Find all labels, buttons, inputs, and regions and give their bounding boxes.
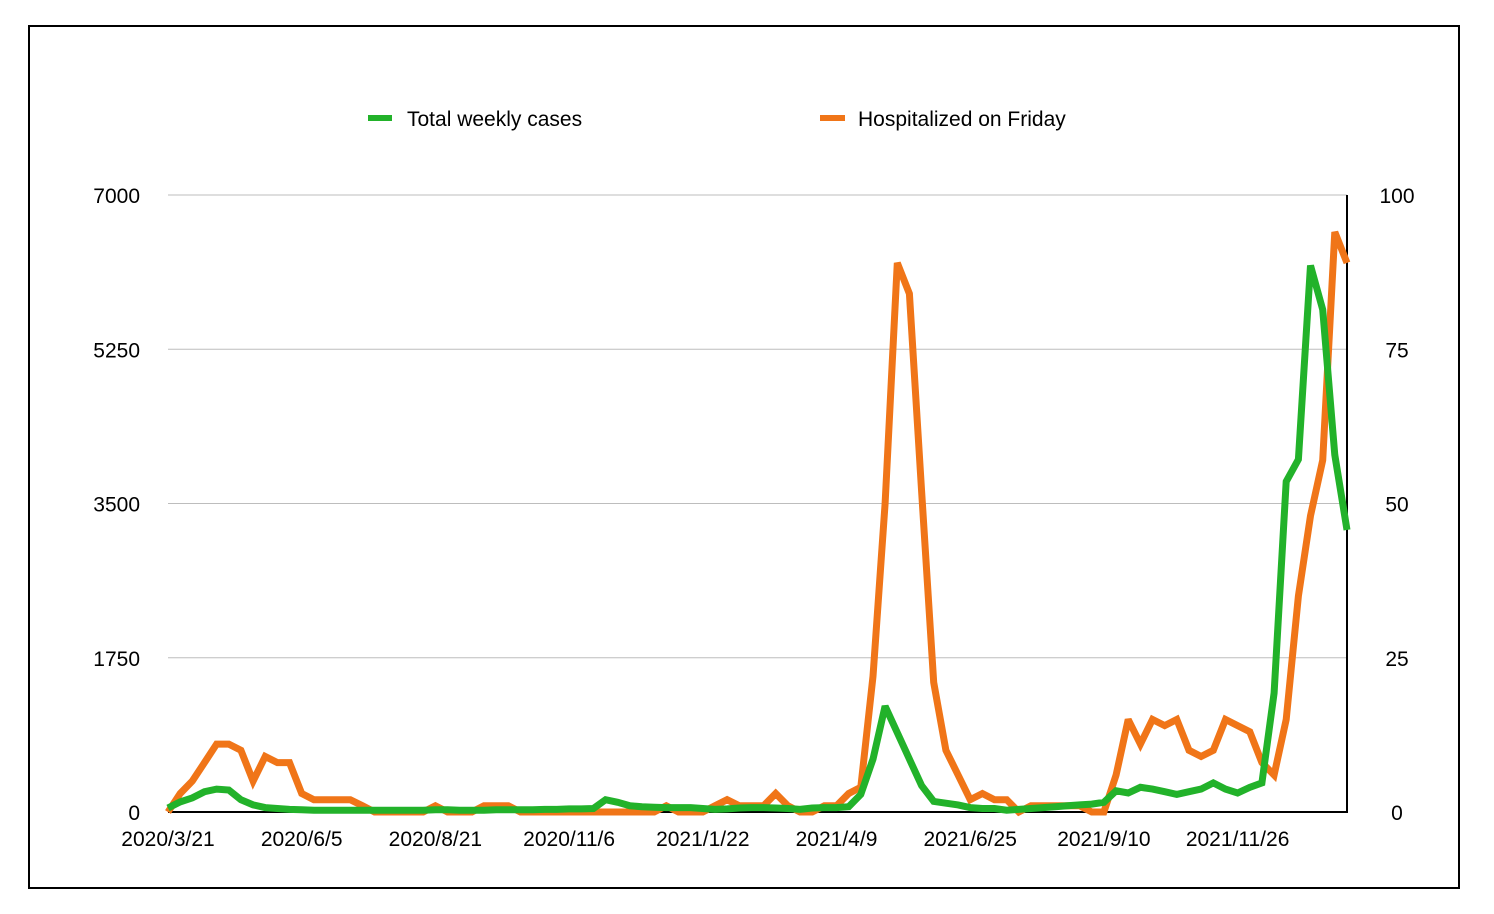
right-y-tick-label: 25 xyxy=(1385,648,1408,671)
x-tick-label: 2020/6/5 xyxy=(261,828,343,851)
gridlines xyxy=(168,194,1347,659)
x-tick-label: 2021/4/9 xyxy=(796,828,878,851)
legend-label-total-weekly-cases: Total weekly cases xyxy=(407,108,582,131)
legend: Total weekly cases Hospitalized on Frida… xyxy=(368,108,1066,131)
right-y-axis-ticks: 0 25 50 75 100 xyxy=(1379,185,1414,825)
left-y-tick-label: 7000 xyxy=(93,185,140,208)
x-tick-label: 2021/1/22 xyxy=(656,828,749,851)
series-line-total-weekly-cases xyxy=(166,264,1351,814)
x-tick-label: 2020/3/21 xyxy=(121,828,214,851)
x-tick-label: 2020/8/21 xyxy=(389,828,482,851)
left-y-axis-ticks: 0 1750 3500 5250 7000 xyxy=(93,185,140,825)
x-axis-ticks: 2020/3/21 2020/6/5 2020/8/21 2020/11/6 2021/… xyxy=(121,828,1289,851)
left-y-tick-label: 3500 xyxy=(93,494,140,517)
x-tick-label: 2021/11/26 xyxy=(1186,828,1290,851)
x-tick-label: 2021/9/10 xyxy=(1057,828,1150,851)
right-y-tick-label: 75 xyxy=(1385,339,1408,362)
legend-label-hospitalized-on-friday: Hospitalized on Friday xyxy=(858,108,1066,131)
right-y-tick-label: 100 xyxy=(1379,185,1414,208)
left-y-tick-label: 1750 xyxy=(93,648,140,671)
x-tick-label: 2021/6/25 xyxy=(923,828,1016,851)
series-lines xyxy=(165,230,1351,817)
right-y-tick-label: 50 xyxy=(1385,494,1408,517)
left-y-tick-label: 0 xyxy=(128,802,140,825)
left-y-tick-label: 5250 xyxy=(93,339,140,362)
right-y-tick-label: 0 xyxy=(1391,802,1403,825)
chart-frame xyxy=(28,25,1460,889)
x-tick-label: 2020/11/6 xyxy=(523,828,615,851)
series-line-hospitalized-on-friday xyxy=(165,230,1351,817)
